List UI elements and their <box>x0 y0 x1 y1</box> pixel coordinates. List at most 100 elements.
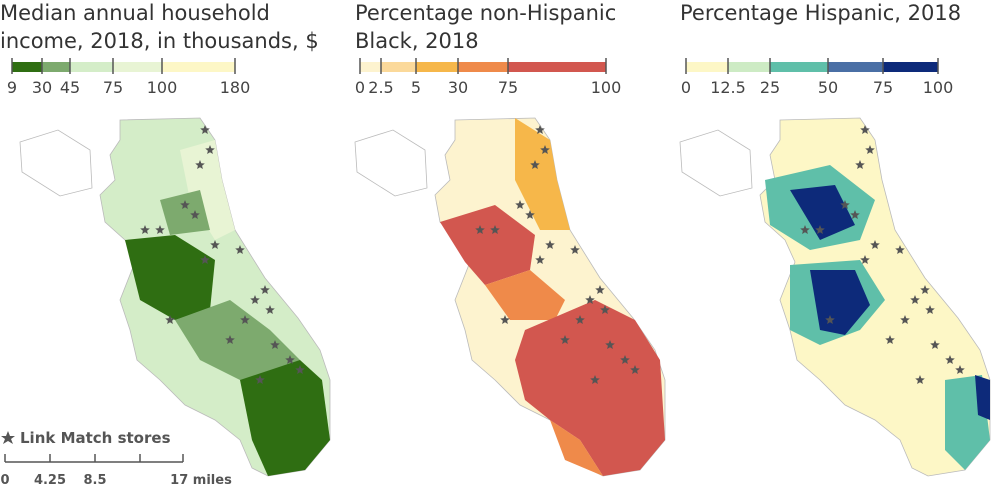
store-marker <box>530 160 540 169</box>
store-marker <box>840 200 850 209</box>
legend-label: 12.5 <box>710 78 746 97</box>
legend-swatch <box>458 62 508 72</box>
store-marker <box>620 355 630 364</box>
legend-label: 180 <box>220 78 251 97</box>
store-marker <box>255 375 265 384</box>
scale-label: 0 <box>0 473 9 488</box>
hispanic-map <box>679 117 991 477</box>
store-marker <box>155 225 165 234</box>
store-marker <box>825 315 835 324</box>
legend-label: 75 <box>498 78 518 97</box>
store-marker <box>910 295 920 304</box>
map-title: Percentage Hispanic, 2018 <box>680 1 961 25</box>
scale-label: 17 miles <box>170 473 232 488</box>
legend-label: 30 <box>32 78 52 97</box>
store-marker <box>955 365 965 374</box>
store-marker <box>895 245 905 254</box>
scale-bar <box>4 454 184 463</box>
map-title: Percentage non-Hispanic <box>355 1 616 25</box>
legend-swatch <box>770 62 828 72</box>
legend-swatch <box>686 62 728 72</box>
store-marker <box>920 285 930 294</box>
store-marker <box>200 255 210 264</box>
legend-swatch <box>162 62 235 72</box>
black-map <box>354 117 666 477</box>
store-marker <box>900 315 910 324</box>
store-marker <box>295 365 305 374</box>
store-marker <box>605 340 615 349</box>
store-marker <box>870 240 880 249</box>
legend-swatch <box>70 62 113 72</box>
store-marker <box>575 315 585 324</box>
legend-swatch <box>42 62 70 72</box>
store-marker <box>800 225 810 234</box>
store-marker <box>540 145 550 154</box>
store-marker <box>240 315 250 324</box>
store-marker <box>250 295 260 304</box>
legend-label: 100 <box>591 78 622 97</box>
store-marker <box>865 145 875 154</box>
store-marker <box>515 200 525 209</box>
store-marker <box>585 295 595 304</box>
store-marker <box>860 125 870 134</box>
legend-swatch <box>508 62 606 72</box>
legend-label: 25 <box>760 78 780 97</box>
legend-label: 5 <box>411 78 421 97</box>
store-marker <box>500 315 510 324</box>
store-marker <box>860 255 870 264</box>
legend-label: 9 <box>7 78 17 97</box>
legend-label: 75 <box>873 78 893 97</box>
legend-swatch <box>728 62 770 72</box>
legend-swatch <box>113 62 162 72</box>
store-marker <box>945 355 955 364</box>
store-marker <box>855 160 865 169</box>
store-marker <box>195 160 205 169</box>
legend-label: 30 <box>448 78 468 97</box>
store-marker <box>475 225 485 234</box>
store-marker <box>525 210 535 219</box>
map-title: Median annual household <box>0 1 270 25</box>
store-marker <box>225 335 235 344</box>
store-marker <box>165 315 175 324</box>
legend-swatch <box>416 62 458 72</box>
store-marker <box>210 240 220 249</box>
store-marker <box>815 225 825 234</box>
legend-label: 100 <box>147 78 178 97</box>
store-marker <box>560 335 570 344</box>
store-marker <box>535 125 545 134</box>
legend-label: 2.5 <box>368 78 393 97</box>
scale-label: 4.25 <box>34 473 66 488</box>
store-marker <box>190 210 200 219</box>
legend-swatch <box>381 62 416 72</box>
store-marker <box>850 210 860 219</box>
legend-label: 75 <box>103 78 123 97</box>
income-map <box>19 117 331 477</box>
store-marker <box>180 200 190 209</box>
store-marker <box>930 340 940 349</box>
store-marker <box>600 305 610 314</box>
store-marker <box>915 375 925 384</box>
store-marker <box>885 335 895 344</box>
legend-swatch <box>883 62 938 72</box>
store-marker <box>490 225 500 234</box>
legend-swatch <box>360 62 381 72</box>
scale-label: 8.5 <box>83 473 106 488</box>
store-marker <box>265 305 275 314</box>
map-title: income, 2018, in thousands, $ <box>0 29 319 53</box>
store-marker <box>235 245 245 254</box>
store-marker <box>545 240 555 249</box>
legend-label: 100 <box>923 78 954 97</box>
store-marker <box>205 145 215 154</box>
legend-label: 0 <box>681 78 691 97</box>
legend-swatch <box>12 62 42 72</box>
store-marker <box>925 305 935 314</box>
store-marker <box>595 285 605 294</box>
star-icon <box>1 431 15 444</box>
store-marker <box>260 285 270 294</box>
legend-swatch <box>828 62 883 72</box>
store-marker <box>285 355 295 364</box>
legend-label: 50 <box>818 78 838 97</box>
store-marker <box>570 245 580 254</box>
legend-label: 45 <box>60 78 80 97</box>
